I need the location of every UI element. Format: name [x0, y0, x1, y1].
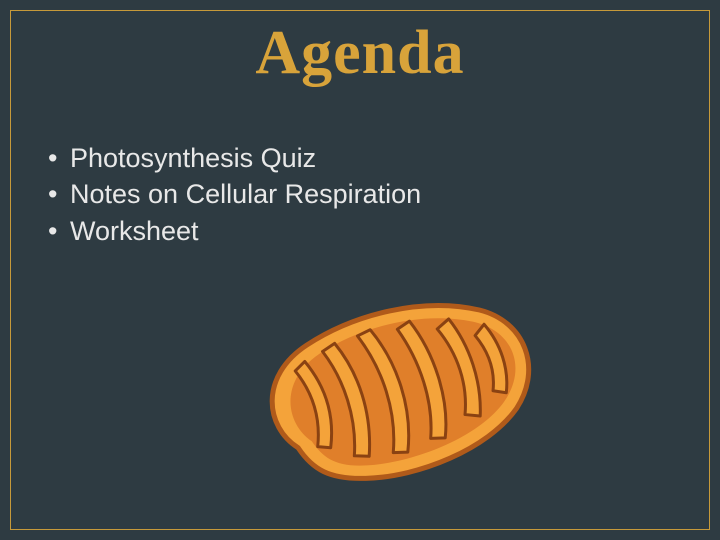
slide-title: Agenda [0, 18, 720, 89]
mitochondrion-icon [230, 275, 560, 505]
list-item: Photosynthesis Quiz [48, 140, 421, 176]
list-item: Notes on Cellular Respiration [48, 176, 421, 212]
bullet-list: Photosynthesis Quiz Notes on Cellular Re… [48, 140, 421, 249]
list-item: Worksheet [48, 213, 421, 249]
slide: Agenda Photosynthesis Quiz Notes on Cell… [0, 0, 720, 540]
